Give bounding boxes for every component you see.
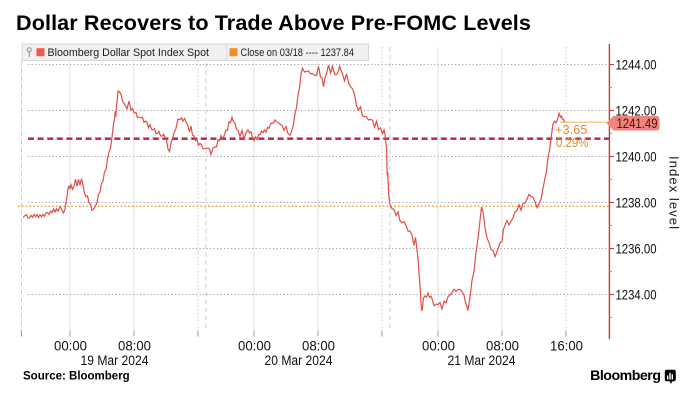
svg-text:19 Mar 2024: 19 Mar 2024 [81,353,149,368]
svg-text:1241.49: 1241.49 [617,116,658,131]
svg-text:1244.00: 1244.00 [616,58,657,73]
svg-text:1234.00: 1234.00 [616,288,657,303]
svg-text:16:00: 16:00 [550,339,583,354]
svg-text:00:00: 00:00 [238,339,271,354]
svg-text:Close on 03/18 ---- 1237.84: Close on 03/18 ---- 1237.84 [241,47,355,59]
svg-text:08:00: 08:00 [486,339,519,354]
svg-text:1236.00: 1236.00 [616,242,657,257]
svg-text:08:00: 08:00 [302,339,335,354]
svg-text:1238.00: 1238.00 [616,196,657,211]
svg-text:+3.65: +3.65 [555,122,588,137]
svg-text:21 Mar 2024: 21 Mar 2024 [448,353,516,368]
svg-text:00:00: 00:00 [422,339,455,354]
svg-text:1242.00: 1242.00 [616,104,657,119]
svg-text:00:00: 00:00 [54,339,87,354]
svg-text:20 Mar 2024: 20 Mar 2024 [265,353,333,368]
svg-text:Bloomberg: Bloomberg [590,368,660,384]
svg-text:0.29%: 0.29% [556,135,589,150]
svg-text:1240.00: 1240.00 [616,150,657,165]
svg-text:Bloomberg Dollar Spot Index Sp: Bloomberg Dollar Spot Index Spot [48,47,210,59]
svg-text:08:00: 08:00 [118,339,151,354]
svg-text:Source: Bloomberg: Source: Bloomberg [23,371,130,383]
svg-text:Index level: Index level [667,156,682,229]
